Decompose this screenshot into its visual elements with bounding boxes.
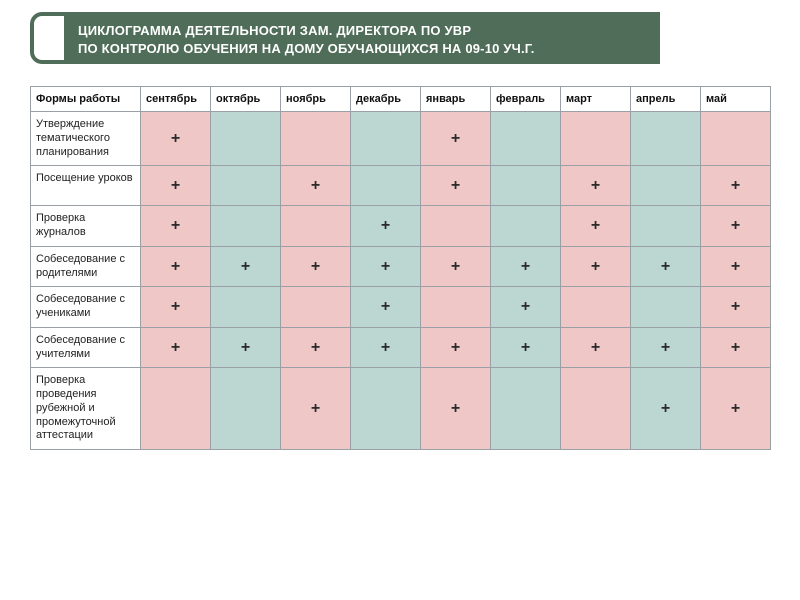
row-label: Проверка журналов bbox=[31, 206, 141, 247]
schedule-cell bbox=[631, 166, 701, 206]
schedule-cell bbox=[141, 368, 211, 450]
schedule-cell: + bbox=[421, 368, 491, 450]
table-row: Проверка проведения рубежной и промежуто… bbox=[31, 368, 771, 450]
schedule-cell: + bbox=[141, 287, 211, 328]
schedule-cell bbox=[211, 287, 281, 328]
table-row: Собеседование с учителями+++++++++ bbox=[31, 327, 771, 368]
table-row: Собеседование с родителями+++++++++ bbox=[31, 246, 771, 287]
schedule-cell: + bbox=[631, 327, 701, 368]
schedule-cell bbox=[561, 368, 631, 450]
schedule-cell bbox=[421, 287, 491, 328]
table-row: Собеседование с учениками++++ bbox=[31, 287, 771, 328]
schedule-cell: + bbox=[561, 246, 631, 287]
schedule-cell bbox=[281, 206, 351, 247]
schedule-cell bbox=[561, 287, 631, 328]
row-label: Собеседование с родителями bbox=[31, 246, 141, 287]
col-header: октябрь bbox=[211, 87, 281, 112]
schedule-cell: + bbox=[701, 166, 771, 206]
schedule-cell: + bbox=[141, 112, 211, 166]
cyclogram-table-wrap: Формы работы сентябрь октябрь ноябрь дек… bbox=[30, 86, 770, 450]
schedule-cell: + bbox=[561, 166, 631, 206]
schedule-cell: + bbox=[141, 327, 211, 368]
col-header: декабрь bbox=[351, 87, 421, 112]
row-label: Проверка проведения рубежной и промежуто… bbox=[31, 368, 141, 450]
schedule-cell: + bbox=[491, 287, 561, 328]
schedule-cell bbox=[351, 112, 421, 166]
table-row: Посещение уроков+++++ bbox=[31, 166, 771, 206]
title-line-1: ЦИКЛОГРАММА ДЕЯТЕЛЬНОСТИ ЗАМ. ДИРЕКТОРА … bbox=[78, 22, 646, 40]
schedule-cell: + bbox=[631, 246, 701, 287]
schedule-cell bbox=[281, 112, 351, 166]
schedule-cell: + bbox=[421, 166, 491, 206]
schedule-cell: + bbox=[491, 327, 561, 368]
title-tab-decoration bbox=[30, 12, 68, 64]
row-label: Собеседование с учениками bbox=[31, 287, 141, 328]
col-header: январь bbox=[421, 87, 491, 112]
table-row: Проверка журналов++++ bbox=[31, 206, 771, 247]
schedule-cell: + bbox=[141, 206, 211, 247]
row-label: Собеседование с учителями bbox=[31, 327, 141, 368]
schedule-cell bbox=[421, 206, 491, 247]
col-header: май bbox=[701, 87, 771, 112]
schedule-cell bbox=[491, 368, 561, 450]
schedule-cell bbox=[491, 166, 561, 206]
title-block: ЦИКЛОГРАММА ДЕЯТЕЛЬНОСТИ ЗАМ. ДИРЕКТОРА … bbox=[30, 12, 660, 64]
schedule-cell: + bbox=[351, 287, 421, 328]
row-label: Утверждение тематического планирования bbox=[31, 112, 141, 166]
schedule-cell bbox=[631, 206, 701, 247]
schedule-cell: + bbox=[351, 206, 421, 247]
schedule-cell: + bbox=[561, 206, 631, 247]
schedule-cell bbox=[211, 112, 281, 166]
schedule-cell: + bbox=[421, 246, 491, 287]
row-label: Посещение уроков bbox=[31, 166, 141, 206]
cyclogram-table: Формы работы сентябрь октябрь ноябрь дек… bbox=[30, 86, 771, 450]
schedule-cell: + bbox=[631, 368, 701, 450]
schedule-cell: + bbox=[281, 166, 351, 206]
schedule-cell bbox=[351, 166, 421, 206]
col-header: апрель bbox=[631, 87, 701, 112]
schedule-cell bbox=[491, 112, 561, 166]
schedule-cell: + bbox=[141, 246, 211, 287]
schedule-cell: + bbox=[281, 246, 351, 287]
title-bar: ЦИКЛОГРАММА ДЕЯТЕЛЬНОСТИ ЗАМ. ДИРЕКТОРА … bbox=[64, 12, 660, 64]
table-row: Утверждение тематического планирования++ bbox=[31, 112, 771, 166]
schedule-cell bbox=[631, 287, 701, 328]
col-header: февраль bbox=[491, 87, 561, 112]
col-header: сентябрь bbox=[141, 87, 211, 112]
schedule-cell: + bbox=[701, 368, 771, 450]
schedule-cell bbox=[211, 166, 281, 206]
schedule-cell bbox=[561, 112, 631, 166]
schedule-cell: + bbox=[211, 327, 281, 368]
schedule-cell: + bbox=[141, 166, 211, 206]
schedule-cell: + bbox=[491, 246, 561, 287]
schedule-cell bbox=[631, 112, 701, 166]
title-line-2: ПО КОНТРОЛЮ ОБУЧЕНИЯ НА ДОМУ ОБУЧАЮЩИХСЯ… bbox=[78, 40, 646, 58]
schedule-cell: + bbox=[281, 327, 351, 368]
schedule-cell bbox=[491, 206, 561, 247]
col-header: ноябрь bbox=[281, 87, 351, 112]
schedule-cell: + bbox=[701, 206, 771, 247]
schedule-cell: + bbox=[351, 327, 421, 368]
table-header-row: Формы работы сентябрь октябрь ноябрь дек… bbox=[31, 87, 771, 112]
schedule-cell: + bbox=[421, 112, 491, 166]
schedule-cell bbox=[351, 368, 421, 450]
schedule-cell: + bbox=[421, 327, 491, 368]
schedule-cell: + bbox=[561, 327, 631, 368]
schedule-cell: + bbox=[351, 246, 421, 287]
schedule-cell: + bbox=[701, 246, 771, 287]
schedule-cell bbox=[701, 112, 771, 166]
schedule-cell bbox=[281, 287, 351, 328]
schedule-cell: + bbox=[281, 368, 351, 450]
schedule-cell: + bbox=[211, 246, 281, 287]
schedule-cell: + bbox=[701, 287, 771, 328]
row-header-cell: Формы работы bbox=[31, 87, 141, 112]
schedule-cell: + bbox=[701, 327, 771, 368]
schedule-cell bbox=[211, 368, 281, 450]
schedule-cell bbox=[211, 206, 281, 247]
col-header: март bbox=[561, 87, 631, 112]
